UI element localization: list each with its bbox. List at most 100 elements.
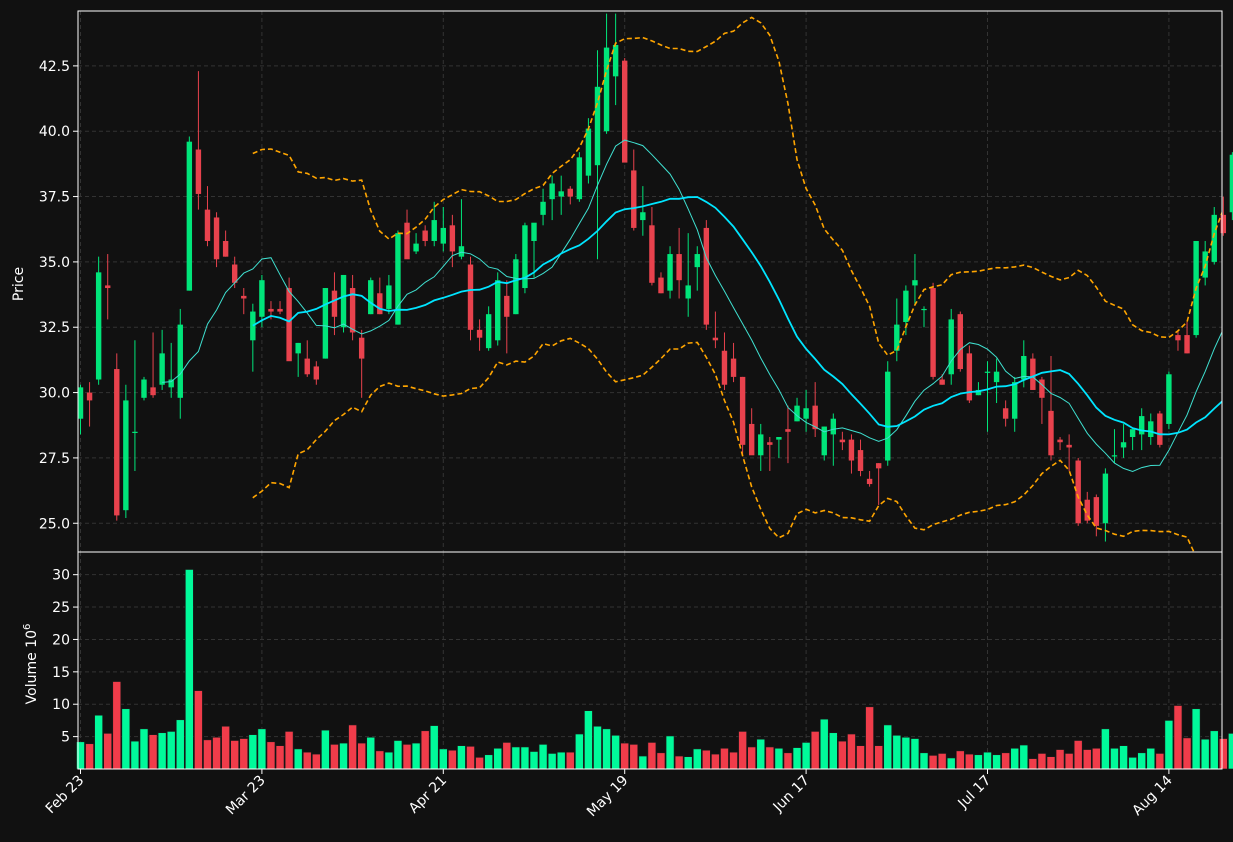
- candle-body: [694, 254, 700, 268]
- volume-bar: [692, 748, 702, 770]
- volume-bar: [1001, 752, 1010, 770]
- candle-body: [222, 240, 229, 257]
- volume-y-axis: 5 10 15 20 25 30: [52, 568, 78, 746]
- volume-bar: [293, 748, 303, 770]
- candle-body: [349, 288, 356, 333]
- candle-body: [612, 44, 619, 77]
- candle-body: [975, 389, 982, 396]
- volume-bar: [1155, 753, 1165, 770]
- price-axis-label: Price: [11, 267, 27, 301]
- volume-bar: [239, 738, 249, 770]
- volume-bar: [493, 747, 503, 770]
- volume-bar: [1137, 752, 1146, 770]
- volume-bar: [874, 745, 883, 770]
- volume-bar: [148, 734, 158, 770]
- volume-bar: [765, 746, 775, 770]
- volume-bar: [230, 740, 239, 770]
- volume-bar: [1055, 749, 1065, 770]
- candle-body: [313, 366, 320, 380]
- candle-body: [105, 285, 111, 289]
- volume-bar: [556, 751, 566, 770]
- candle-body: [1039, 379, 1045, 398]
- candle-body: [930, 288, 936, 377]
- candle-body: [1229, 154, 1233, 213]
- volume-bar: [312, 753, 321, 770]
- price-tick-label: 37.5: [39, 190, 70, 206]
- candle-body: [1184, 335, 1190, 354]
- candle-body: [866, 478, 873, 485]
- volume-bar: [865, 706, 874, 770]
- candle-body: [1138, 416, 1145, 435]
- volume-bar: [212, 736, 221, 770]
- volume-tick-label: 30: [52, 568, 70, 584]
- volume-bar: [275, 745, 285, 770]
- volume-bar: [711, 753, 720, 770]
- volume-bar: [1046, 756, 1056, 770]
- candle-body: [585, 128, 592, 176]
- candle-body: [504, 295, 510, 317]
- volume-bar: [348, 724, 357, 770]
- price-tick-label: 42.5: [39, 59, 70, 75]
- volume-bar: [629, 744, 639, 770]
- volume-bar: [783, 752, 793, 770]
- candle-body: [631, 170, 637, 228]
- volume-bar: [139, 728, 149, 770]
- candle-body: [1030, 358, 1036, 390]
- candle-body: [1120, 442, 1127, 448]
- price-panel: 25.0 27.5 30.0 32.5 35.0 37.5 40.0 42.5 Price: [11, 10, 1233, 553]
- candle-body: [522, 225, 528, 289]
- candle-body: [921, 308, 927, 311]
- candle-body: [993, 371, 1000, 383]
- candle-body: [540, 201, 546, 215]
- candle-body: [776, 437, 782, 440]
- volume-bar: [1164, 720, 1174, 770]
- volume-bar: [284, 731, 294, 770]
- candle-body: [640, 212, 646, 221]
- candle-body: [395, 233, 401, 325]
- volume-bar: [1228, 733, 1233, 770]
- volume-bar: [194, 690, 203, 770]
- candle-body: [231, 264, 238, 283]
- candle-body: [168, 379, 174, 388]
- candle-body: [331, 290, 338, 317]
- volume-bar: [702, 749, 711, 770]
- volume-bar: [130, 740, 140, 770]
- volume-bar: [529, 751, 539, 770]
- price-tick-label: 27.5: [39, 451, 70, 467]
- candle-body: [948, 319, 954, 375]
- volume-bar: [538, 744, 548, 770]
- volume-bar: [620, 742, 630, 770]
- volume-bar: [1128, 757, 1137, 770]
- volume-bar: [647, 742, 657, 770]
- volume-bar: [484, 754, 493, 770]
- candle-body: [767, 442, 773, 445]
- volume-bar: [738, 731, 747, 770]
- volume-bar: [402, 744, 412, 770]
- volume-bar: [1028, 758, 1038, 770]
- volume-bar: [565, 751, 575, 770]
- candle-body: [1102, 473, 1109, 524]
- volume-bar: [511, 746, 521, 770]
- volume-bar: [792, 747, 802, 770]
- candle-body: [603, 47, 610, 132]
- candle-body: [1002, 408, 1009, 419]
- candle-body: [141, 379, 147, 398]
- volume-bar: [946, 757, 956, 770]
- price-candles: [77, 13, 1233, 542]
- volume-bar: [829, 732, 838, 770]
- candle-body: [277, 308, 283, 312]
- candle-body: [132, 431, 138, 433]
- candle-body: [95, 272, 102, 380]
- candle-body: [730, 358, 737, 377]
- candle-body: [77, 387, 84, 419]
- candle-body: [785, 429, 791, 432]
- candle-body: [204, 209, 211, 241]
- candle-body: [857, 450, 864, 471]
- price-y-axis: 25.0 27.5 30.0 32.5 35.0 37.5 40.0 42.5: [39, 59, 78, 532]
- volume-bar: [1010, 747, 1020, 770]
- candle-body: [413, 243, 419, 252]
- candle-body: [758, 434, 764, 456]
- volume-bar: [593, 725, 602, 770]
- candle-body: [286, 288, 292, 362]
